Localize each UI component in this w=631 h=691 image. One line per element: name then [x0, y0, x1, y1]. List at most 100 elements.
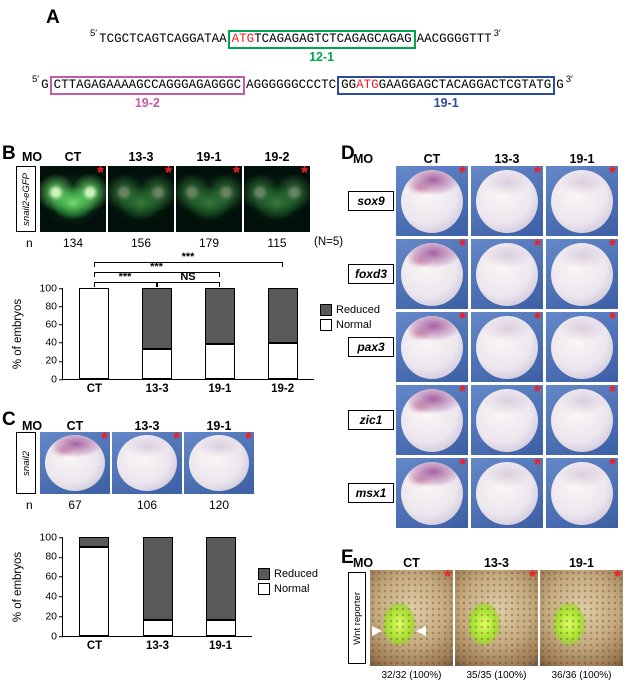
sequence-text: G [556, 78, 564, 92]
y-tick-60: 60 [27, 319, 63, 330]
mo-column-3: 19-2 [264, 150, 290, 164]
gene-row-sox9: * * * [396, 166, 618, 236]
mo-column-headers: CT 13-3 19-1 [370, 556, 623, 570]
bar-19-1-normal [204, 344, 235, 379]
legend-swatch [258, 568, 270, 580]
red-asterisk: * [613, 570, 621, 587]
panel-d-marker-genes: D MO CT 13-3 19-1 * * * sox9 * * * foxd3 * * * pax3 * *… [341, 144, 631, 534]
insitu-embryo-CT: * [396, 458, 468, 528]
n-values-row: 67 106 120 [40, 498, 254, 512]
red-asterisk: * [458, 312, 466, 329]
mo-column-2: 19-1 [206, 419, 232, 433]
y-tick-80: 80 [27, 301, 63, 312]
y-tick-80: 80 [27, 552, 63, 563]
bar-chart-snail2-egfp: 0 20 40 60 80 100 CT 13-3 19-1 19-2 [39, 283, 314, 395]
panel-c-letter: C [2, 409, 16, 430]
insitu-embryo-13-3: * [471, 239, 543, 309]
n-values-row: 134 156 179 115 [40, 236, 310, 250]
mo-column-headers: CT 13-3 19-1 19-2 [40, 150, 310, 164]
red-asterisk: * [608, 239, 616, 256]
insitu-embryo-19-1: * [546, 239, 618, 309]
panel-b-snail2-egfp: B MO CT 13-3 19-1 19-2 snail2-eGFP * * * * n 1… [0, 144, 380, 410]
wnt-embryo-13-3: * [455, 570, 538, 666]
panel-a-morpholino-sequences: A 5′ TCGCTCAGTCAGGATAA ATGTCAGAGAGTCTCAG… [0, 0, 631, 144]
insitu-embryo-13-3: * [112, 432, 182, 494]
side-label-box: Wnt reporter [348, 572, 366, 664]
insitu-embryo-13-3: * [471, 166, 543, 236]
chart-legend: Reduced Normal [320, 304, 380, 331]
three-prime-label: 3′ [565, 73, 573, 85]
mo-column-2: 19-1 [569, 152, 595, 166]
gene-row-msx1: * * * [396, 458, 618, 528]
embryo-body [551, 242, 613, 306]
legend-swatch [258, 583, 270, 595]
embryo-body [551, 169, 613, 233]
side-label-box: snail2-eGFP [16, 166, 36, 232]
legend-label: Reduced [336, 304, 381, 316]
embryo-body [551, 461, 613, 525]
count-2: 36/36 (100%) [551, 670, 612, 681]
insitu-embryo-19-1: * [184, 432, 254, 494]
mo-column-1: 13-3 [128, 150, 154, 164]
count-1: 35/35 (100%) [466, 670, 527, 681]
wnt-embryo-19-1: * [540, 570, 623, 666]
mo-19-2-target-box: CTTAGAGAAAAGCCAGGGAGAGGGC 19-2 [49, 76, 246, 110]
panel-d-letter: D [341, 143, 355, 164]
embryo-body [476, 242, 538, 306]
insitu-embryo-19-1: * [546, 312, 618, 382]
gene-row-zic1: * * * [396, 385, 618, 455]
bar-CT-normal [79, 546, 110, 636]
embryo-body [44, 435, 106, 491]
y-tick-100: 100 [27, 532, 63, 543]
sig-label: NS [180, 271, 196, 283]
embryo-body [476, 388, 538, 452]
significance-brackets: *** *** *** NS [62, 251, 314, 288]
sig-bracket-13-3-to-19-1: NS [156, 272, 220, 287]
red-asterisk: * [533, 385, 541, 402]
bar-13-3-reduced [142, 537, 173, 621]
embryo-body [401, 169, 463, 233]
x-label-19-1: 19-1 [208, 383, 232, 395]
sequence-text: G [41, 78, 49, 92]
bar-13-3-normal [142, 348, 173, 379]
red-asterisk: * [300, 166, 308, 183]
x-label-19-2: 19-2 [271, 383, 295, 395]
sig-label: *** [181, 251, 195, 263]
bar-19-2-normal [267, 342, 298, 379]
mo-label: MO [22, 419, 43, 433]
red-asterisk: * [608, 385, 616, 402]
insitu-embryo-19-1: * [546, 385, 618, 455]
red-asterisk: * [608, 312, 616, 329]
mo-label: MO [353, 152, 374, 166]
x-label-13-3: 13-3 [145, 383, 169, 395]
gene-label-pax3: pax3 [348, 337, 394, 357]
sig-bracket-CT-to-19-1: *** [93, 262, 220, 277]
n-value-0: 67 [68, 498, 82, 512]
mo-column-0: CT [66, 419, 84, 433]
panel-e-wnt-reporter: E MO CT 13-3 19-1 Wnt reporter * * * 32/32 (… [341, 548, 631, 691]
embryo-body [551, 315, 613, 379]
arrowhead-icon [372, 625, 383, 636]
sequence-text: CTTAGAGAAAAGCCAGGGAGAGGGC [53, 78, 242, 92]
sequence-text: TCGCTCAGTCAGGATAA [99, 32, 227, 46]
y-tick-0: 0 [27, 374, 63, 385]
n-note: (N=5) [314, 236, 344, 248]
embryo-body [476, 169, 538, 233]
red-asterisk: * [443, 570, 451, 587]
chart-legend: Reduced Normal [258, 568, 318, 595]
side-label-wnt-reporter: Wnt reporter [351, 591, 363, 645]
embryo-body [476, 461, 538, 525]
bar-CT-normal [79, 288, 110, 379]
red-asterisk: * [244, 432, 252, 449]
n-label: n [26, 236, 33, 250]
insitu-embryo-13-3: * [471, 385, 543, 455]
legend-item-reduced: Reduced [258, 568, 318, 580]
x-label-19-1: 19-1 [208, 640, 233, 652]
wnt-embryo-CT: * [370, 570, 453, 666]
insitu-embryo-CT: * [396, 385, 468, 455]
legend-item-normal: Normal [258, 583, 318, 595]
red-asterisk: * [458, 166, 466, 183]
sequence-text: GG [341, 78, 357, 92]
embryo-image-row: * * * [40, 432, 254, 494]
